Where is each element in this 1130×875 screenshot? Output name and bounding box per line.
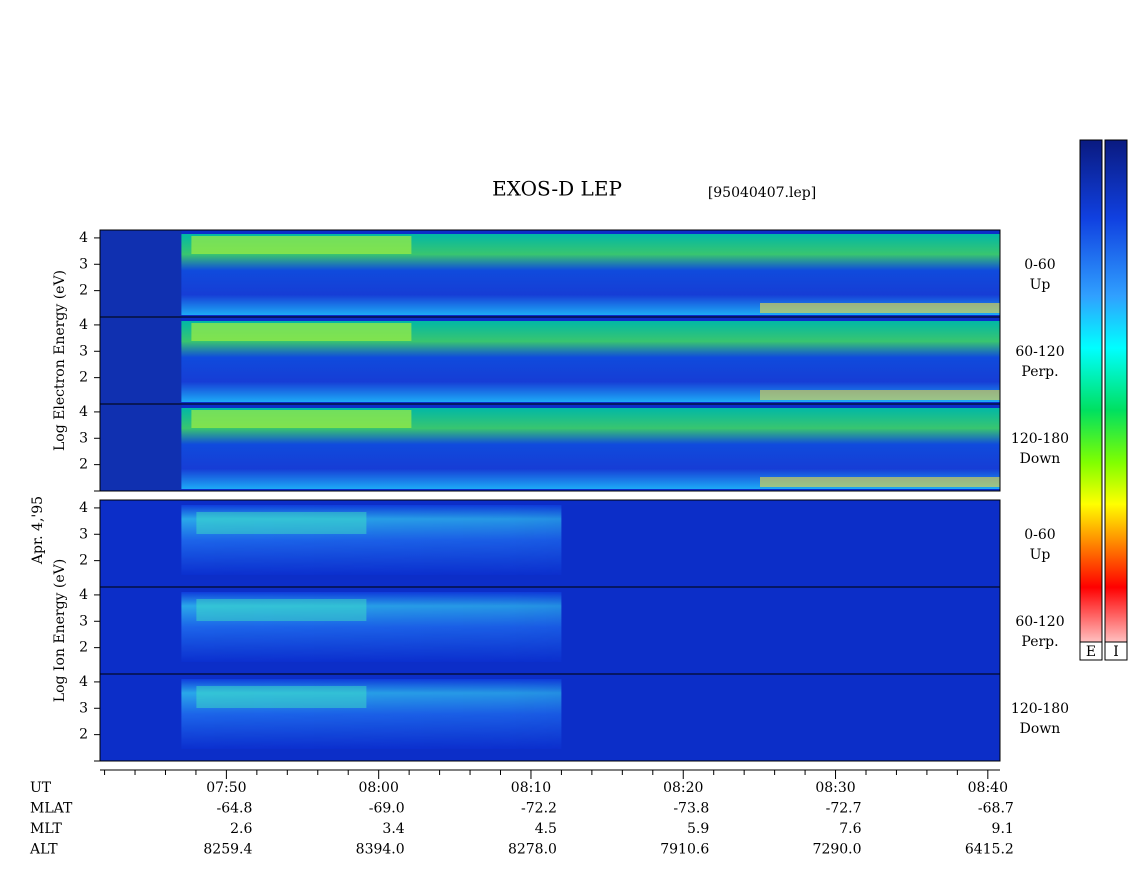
y-tick-label: 4: [79, 317, 88, 333]
x-tick-label: 08:10: [511, 780, 551, 796]
orbit-value: 7.6: [839, 821, 861, 837]
panel-emission: [760, 390, 1000, 400]
x-tick-label: 08:40: [968, 780, 1008, 796]
direction-label: Perp.: [1021, 634, 1058, 650]
y-axis-label: Log Ion Energy (eV): [52, 559, 68, 702]
colorbar-label: E: [1086, 644, 1096, 660]
angle-label: 120-180: [1011, 431, 1069, 447]
panel-emission: [181, 592, 562, 662]
direction-label: Up: [1030, 277, 1051, 293]
panel-background: [100, 317, 182, 404]
y-tick-label: 3: [79, 526, 88, 542]
y-tick-label: 3: [79, 613, 88, 629]
angle-label: 0-60: [1024, 257, 1055, 273]
orbit-value: 9.1: [992, 821, 1014, 837]
orbit-value: 5.9: [687, 821, 709, 837]
x-tick-label: 08:30: [815, 780, 855, 796]
y-tick-label: 3: [79, 430, 88, 446]
x-tick-label: 07:50: [206, 780, 246, 796]
angle-label: 60-120: [1015, 614, 1064, 630]
orbit-value: -69.0: [369, 801, 405, 817]
colorbar-label-box: [1079, 641, 1103, 661]
y-tick-label: 2: [79, 283, 88, 299]
direction-label: Up: [1030, 547, 1051, 563]
chart-title: EXOS-D LEP: [492, 177, 622, 201]
orbit-row-name: ALT: [29, 842, 58, 858]
orbit-value: 8278.0: [508, 842, 557, 858]
x-tick-label: 08:20: [663, 780, 703, 796]
colorbar-label-box: [1104, 641, 1128, 661]
panel-emission: [196, 686, 367, 708]
orbit-value: 4.5: [535, 821, 557, 837]
orbit-row-name: UT: [30, 780, 52, 796]
panel-frame: [99, 673, 1001, 762]
y-tick-label: 2: [79, 457, 88, 473]
y-tick-label: 2: [79, 727, 88, 743]
date-label: Apr. 4,'95: [30, 496, 46, 565]
orbit-value: -72.2: [521, 801, 557, 817]
panel-emission: [181, 505, 562, 575]
y-tick-label: 2: [79, 370, 88, 386]
x-tick-label: 08:00: [359, 780, 399, 796]
y-tick-label: 2: [79, 553, 88, 569]
y-tick-label: 3: [79, 700, 88, 716]
y-tick-label: 4: [79, 500, 88, 516]
orbit-value: 6415.2: [965, 842, 1014, 858]
orbit-value: -68.7: [978, 801, 1014, 817]
panel-emission: [760, 303, 1000, 313]
panel-emission: [191, 236, 412, 254]
panel-emission: [760, 477, 1000, 487]
panel-emission: [191, 323, 412, 341]
orbit-value: 7910.6: [660, 842, 709, 858]
orbit-value: -73.8: [673, 801, 709, 817]
orbit-value: 2.6: [230, 821, 252, 837]
y-tick-label: 4: [79, 674, 88, 690]
panel-emission: [191, 410, 412, 428]
y-tick-label: 4: [79, 230, 88, 246]
y-tick-label: 3: [79, 343, 88, 359]
panel-emission: [196, 512, 367, 534]
direction-label: Down: [1020, 721, 1061, 737]
direction-label: Perp.: [1021, 364, 1058, 380]
panel-background: [100, 404, 182, 491]
y-tick-label: 2: [79, 640, 88, 656]
file-name: [95040407.lep]: [708, 185, 816, 201]
y-tick-label: 3: [79, 256, 88, 272]
angle-label: 60-120: [1015, 344, 1064, 360]
orbit-value: 3.4: [382, 821, 404, 837]
panel-emission: [181, 679, 562, 749]
orbit-value: 8394.0: [356, 842, 405, 858]
direction-label: Down: [1020, 451, 1061, 467]
panel-frame: [99, 403, 1001, 492]
colorbar-label: I: [1113, 644, 1119, 660]
orbit-value: 8259.4: [203, 842, 252, 858]
orbit-value: 7290.0: [813, 842, 862, 858]
y-axis-label: Log Electron Energy (eV): [52, 270, 68, 451]
panel-background: [100, 230, 182, 317]
colorbar: [1079, 139, 1103, 661]
y-tick-label: 4: [79, 404, 88, 420]
angle-label: 120-180: [1011, 701, 1069, 717]
orbit-row-name: MLT: [30, 821, 62, 837]
panel-emission: [196, 599, 367, 621]
angle-label: 0-60: [1024, 527, 1055, 543]
orbit-value: -64.8: [216, 801, 252, 817]
colorbar: [1104, 139, 1128, 661]
y-tick-label: 4: [79, 587, 88, 603]
orbit-value: -72.7: [826, 801, 862, 817]
orbit-row-name: MLAT: [30, 801, 73, 817]
